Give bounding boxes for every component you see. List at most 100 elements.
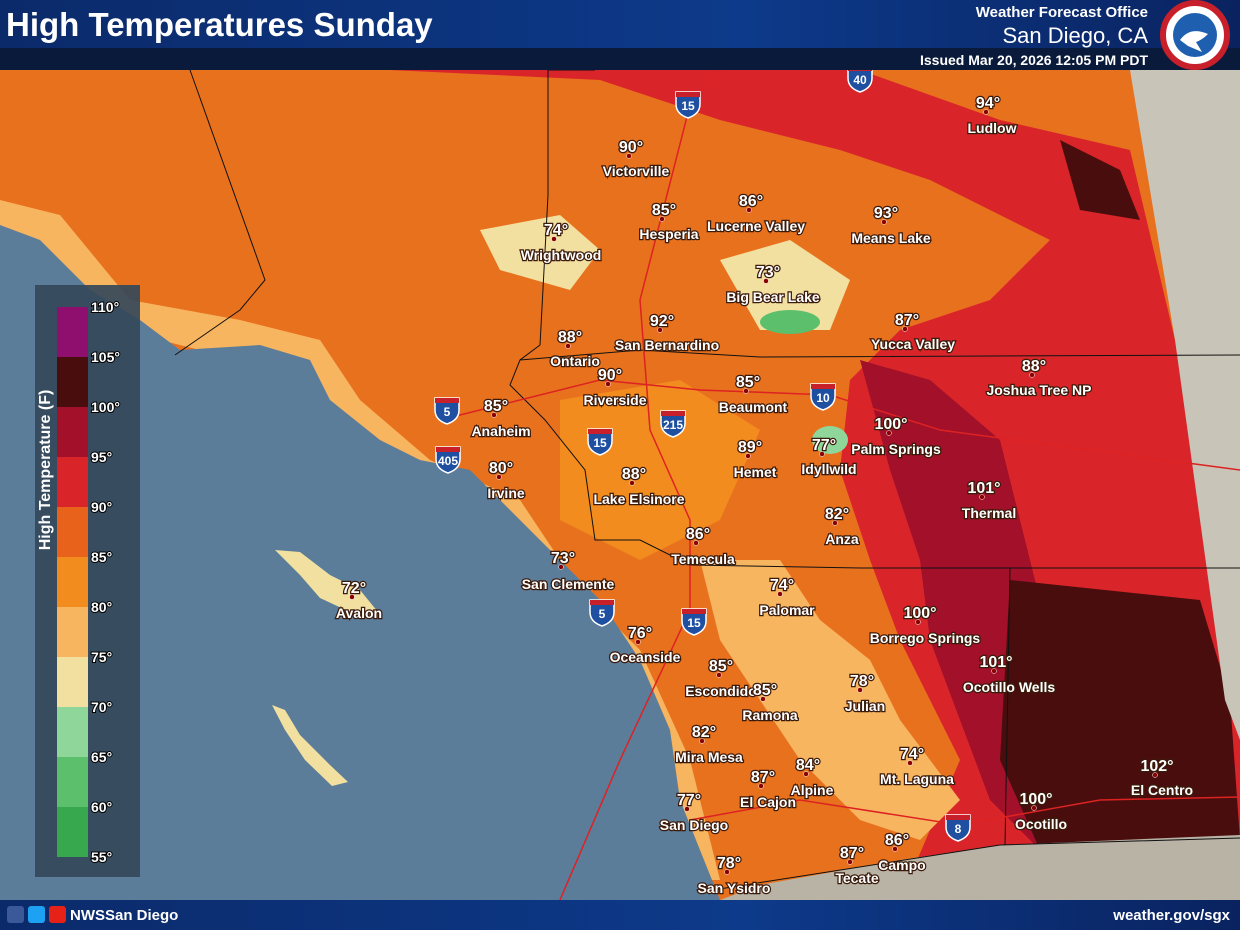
city-name: Hemet — [734, 464, 777, 480]
city-dot — [743, 388, 749, 394]
nws-logo-bird — [1180, 31, 1208, 52]
city-dot — [857, 687, 863, 693]
highway-number: 40 — [853, 73, 867, 87]
highway-shield-top — [946, 815, 970, 820]
city-dot — [349, 594, 355, 600]
city-name: Oceanside — [610, 649, 681, 665]
city-name: Riverside — [583, 392, 646, 408]
legend-swatch — [57, 557, 88, 607]
mountain-cold — [812, 426, 848, 454]
office: Weather Forecast Office — [976, 4, 1148, 21]
city-name: Alpine — [791, 782, 834, 798]
city-dot — [551, 236, 557, 242]
legend-swatch — [57, 357, 88, 407]
legend-tick: 70° — [91, 699, 112, 715]
legend-swatch — [57, 607, 88, 657]
city-dot — [758, 783, 764, 789]
city-temp: 85° — [736, 374, 760, 391]
facebook-icon[interactable] — [7, 906, 24, 923]
twitter-icon[interactable] — [28, 906, 45, 923]
city-name: Hesperia — [639, 226, 698, 242]
city-temp: 87° — [751, 769, 775, 786]
city-temp: 74° — [544, 222, 568, 239]
website[interactable]: weather.gov/sgx — [1112, 907, 1230, 924]
city-name: Lucerne Valley — [707, 218, 805, 234]
city-dot — [1152, 772, 1158, 778]
city-dot — [605, 381, 611, 387]
legend-tick: 65° — [91, 749, 112, 765]
legend-tick: 85° — [91, 549, 112, 565]
city-dot — [1029, 372, 1035, 378]
city-name: Irvine — [487, 485, 525, 501]
city-temp: 87° — [895, 312, 919, 329]
city-temp: 85° — [753, 682, 777, 699]
city-dot — [902, 326, 908, 332]
legend-swatch — [57, 407, 88, 457]
city-dot — [886, 430, 892, 436]
city-temp: 100° — [874, 416, 907, 433]
city-dot — [657, 327, 663, 333]
map-base — [0, 69, 1240, 901]
map-labels: 40 15 5 405 15 215 10 5 15 8 94° Ludlow 90° Victorvil… — [335, 65, 1194, 897]
city-temp: 76° — [628, 625, 652, 642]
mountain-mild — [700, 560, 960, 840]
legend-swatch — [57, 457, 88, 507]
county-line — [519, 349, 1240, 361]
city-temp: 77° — [812, 437, 836, 454]
city-temp: 85° — [709, 658, 733, 675]
legend-tick: 55° — [91, 849, 112, 865]
highway-shield — [847, 65, 873, 93]
social-handle[interactable]: NWSSan Diego — [70, 907, 178, 924]
city-name: Borrego Springs — [870, 630, 981, 646]
city-name: Campo — [878, 857, 925, 873]
city-temp: 84° — [796, 757, 820, 774]
city-name: Ontario — [550, 353, 600, 369]
title: High Temperatures Sunday — [6, 6, 433, 43]
city-name: Escondido — [685, 683, 757, 699]
city-name: Idyllwild — [801, 461, 856, 477]
highway-number: 10 — [816, 391, 830, 405]
highway-shield — [434, 397, 460, 425]
city-name: Ramona — [742, 707, 797, 723]
legend-tick: 80° — [91, 599, 112, 615]
city-dot — [847, 859, 853, 865]
city-temp: 89° — [738, 439, 762, 456]
mountain-cool — [720, 240, 850, 330]
city-temp: 88° — [622, 466, 646, 483]
highway-shield-top — [676, 92, 700, 97]
city-dot — [983, 109, 989, 115]
city-dot — [832, 520, 838, 526]
city-name: San Bernardino — [615, 337, 719, 353]
city-name: Palm Springs — [851, 441, 941, 457]
city-dot — [565, 343, 571, 349]
legend-swatch — [57, 707, 88, 757]
desert-hottest — [1000, 580, 1240, 850]
city-name: San Ysidro — [698, 880, 771, 896]
legend-swatch — [57, 807, 88, 857]
youtube-icon[interactable] — [49, 906, 66, 923]
city-temp: 101° — [967, 480, 1000, 497]
highway-number: 5 — [599, 607, 606, 621]
highway-shield-top — [590, 600, 614, 605]
city-dot — [1031, 805, 1037, 811]
legend-tick: 100° — [91, 399, 120, 415]
highway-number: 8 — [955, 822, 962, 836]
border — [699, 837, 1240, 893]
city-dot — [558, 564, 564, 570]
city-name: Beaumont — [719, 399, 788, 415]
city-temp: 94° — [976, 95, 1000, 112]
city-name: Victorville — [603, 163, 670, 179]
mountain-cool — [480, 215, 600, 290]
city-temp: 82° — [692, 724, 716, 741]
city-temp: 92° — [650, 313, 674, 330]
highway-shield — [681, 608, 707, 636]
city-temp: 74° — [900, 746, 924, 763]
city-dot — [991, 668, 997, 674]
city-name: Wrightwood — [521, 247, 602, 263]
city-name: Thermal — [962, 505, 1016, 521]
city-name: Anaheim — [471, 423, 530, 439]
highway-number: 15 — [593, 436, 607, 450]
highway-number: 215 — [663, 418, 683, 432]
city-name: Avalon — [336, 605, 382, 621]
legend-tick: 75° — [91, 649, 112, 665]
